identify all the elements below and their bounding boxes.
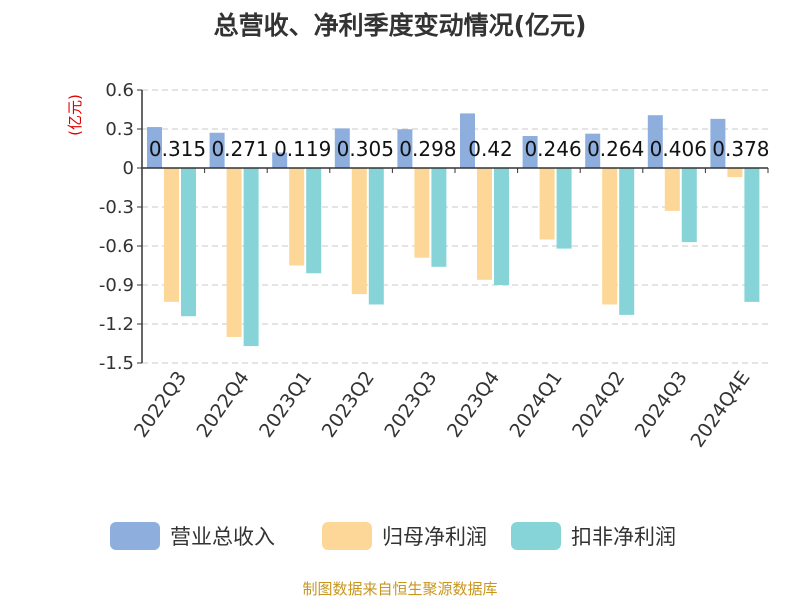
y-axis-unit-label: (亿元) [66, 94, 84, 136]
legend-label: 扣非净利润 [571, 525, 676, 549]
y-tick-label: -0.6 [99, 236, 134, 257]
bar [226, 168, 242, 337]
bar [556, 168, 572, 249]
bar [368, 168, 384, 305]
data-label: 0.315 [149, 137, 206, 161]
data-label: 0.264 [587, 137, 644, 161]
legend-label: 归母净利润 [382, 525, 487, 549]
data-label: 0.406 [650, 137, 707, 161]
legend-label: 营业总收入 [170, 525, 275, 549]
bar [147, 127, 162, 168]
data-label: 0.298 [399, 137, 456, 161]
bar [351, 168, 367, 295]
y-tick-label: -0.9 [99, 275, 134, 296]
bar [494, 168, 509, 285]
bar [539, 168, 555, 240]
bar [585, 133, 601, 168]
bar [602, 168, 618, 305]
data-label: 0.119 [274, 137, 331, 161]
legend-swatch [511, 522, 561, 550]
y-tick-label: -1.5 [99, 353, 134, 374]
bar [710, 118, 726, 168]
y-tick-label: 0.3 [105, 119, 134, 140]
data-label: 0.271 [211, 137, 268, 161]
bar [164, 168, 179, 302]
y-tick-label: 0 [123, 158, 134, 179]
bars [147, 113, 760, 347]
x-tick-label: 2024Q3 [631, 367, 692, 441]
chart-title: 总营收、净利季度变动情况(亿元) [213, 11, 587, 40]
y-tick-label: -1.2 [99, 314, 134, 335]
legend-swatch [322, 522, 372, 550]
x-tick-label: 2023Q2 [318, 367, 379, 441]
y-tick-label: 0.6 [105, 80, 134, 101]
bar [306, 168, 322, 274]
bar [664, 168, 680, 211]
legend: 营业总收入 归母净利润 扣非净利润 [110, 522, 676, 550]
bar [243, 168, 259, 347]
bar [681, 168, 697, 243]
bar [647, 115, 663, 168]
x-tick-label: 2024Q1 [505, 367, 566, 441]
data-label: 0.305 [337, 137, 394, 161]
data-label: 0.378 [712, 137, 769, 161]
bar [619, 168, 635, 315]
x-tick-label: 2023Q4 [443, 367, 504, 441]
source-note: 制图数据来自恒生聚源数据库 [302, 580, 498, 598]
x-tick-label: 2023Q1 [255, 367, 316, 441]
bar [289, 168, 305, 266]
bar [272, 152, 288, 168]
bar [727, 168, 743, 178]
x-tick-label: 2022Q4 [192, 367, 253, 441]
x-tick-label: 2024Q4E [686, 367, 754, 451]
y-tick-label: -0.3 [99, 197, 134, 218]
bar [431, 168, 447, 267]
bar [460, 113, 475, 168]
bar [522, 136, 538, 168]
bar [181, 168, 196, 317]
data-label: 0.42 [468, 137, 513, 161]
x-tick-label: 2023Q3 [380, 367, 441, 441]
bar [477, 168, 492, 280]
bar [397, 129, 413, 168]
data-label: 0.246 [524, 137, 581, 161]
x-tick-label: 2024Q2 [568, 367, 629, 441]
bar [744, 168, 760, 302]
x-tick-label: 2022Q3 [130, 367, 191, 441]
legend-swatch [110, 522, 160, 550]
data-labels: 0.315 0.271 0.119 0.305 0.298 0.42 0.246 0.264 0… [149, 137, 770, 161]
bar [209, 132, 225, 168]
bar [414, 168, 430, 258]
bar [334, 128, 350, 168]
